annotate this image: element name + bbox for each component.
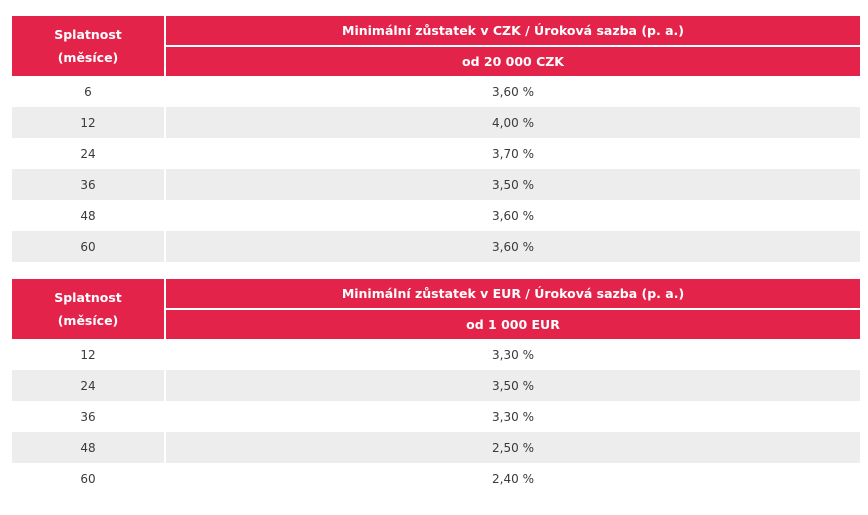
rate-cell: 4,00 % (166, 107, 860, 138)
table-row: 36 3,50 % (12, 169, 860, 200)
term-cell: 24 (12, 138, 166, 169)
term-cell: 24 (12, 370, 166, 401)
term-column-header: Splatnost (měsíce) (12, 279, 166, 339)
term-header-line2: (měsíce) (57, 313, 119, 328)
term-cell: 48 (12, 432, 166, 463)
term-cell: 12 (12, 107, 166, 138)
term-cell: 36 (12, 169, 166, 200)
term-header-line1: Splatnost (54, 290, 122, 305)
term-cell: 36 (12, 401, 166, 432)
term-cell: 12 (12, 339, 166, 370)
rate-cell: 3,60 % (166, 76, 860, 107)
table-row: 48 3,60 % (12, 200, 860, 231)
minimum-balance-subheader: od 1 000 EUR (166, 310, 860, 339)
table-row: 12 4,00 % (12, 107, 860, 138)
table-row: 36 3,30 % (12, 401, 860, 432)
czk-rates-table: Splatnost (měsíce) Minimální zůstatek v … (12, 16, 860, 262)
rate-cell: 3,30 % (166, 339, 860, 370)
term-cell: 60 (12, 463, 166, 494)
table-row: 6 3,60 % (12, 76, 860, 107)
rate-cell: 3,60 % (166, 231, 860, 262)
rate-column-header: Minimální zůstatek v EUR / Úroková sazba… (166, 279, 860, 310)
rate-cell: 3,70 % (166, 138, 860, 169)
minimum-balance-subheader: od 20 000 CZK (166, 47, 860, 76)
rate-cell: 3,60 % (166, 200, 860, 231)
table-row: 48 2,50 % (12, 432, 860, 463)
rate-column-header: Minimální zůstatek v CZK / Úroková sazba… (166, 16, 860, 47)
rate-cell: 3,50 % (166, 370, 860, 401)
table-row: 24 3,70 % (12, 138, 860, 169)
term-header-line2: (měsíce) (57, 50, 119, 65)
rate-cell: 3,30 % (166, 401, 860, 432)
table-row: 24 3,50 % (12, 370, 860, 401)
table-row: 60 2,40 % (12, 463, 860, 494)
term-cell: 60 (12, 231, 166, 262)
term-cell: 6 (12, 76, 166, 107)
table-row: 12 3,30 % (12, 339, 860, 370)
term-column-header: Splatnost (měsíce) (12, 16, 166, 76)
rate-cell: 2,50 % (166, 432, 860, 463)
rate-cell: 3,50 % (166, 169, 860, 200)
table-row: 60 3,60 % (12, 231, 860, 262)
rate-cell: 2,40 % (166, 463, 860, 494)
term-cell: 48 (12, 200, 166, 231)
eur-rates-table: Splatnost (měsíce) Minimální zůstatek v … (12, 279, 860, 494)
term-header-line1: Splatnost (54, 27, 122, 42)
